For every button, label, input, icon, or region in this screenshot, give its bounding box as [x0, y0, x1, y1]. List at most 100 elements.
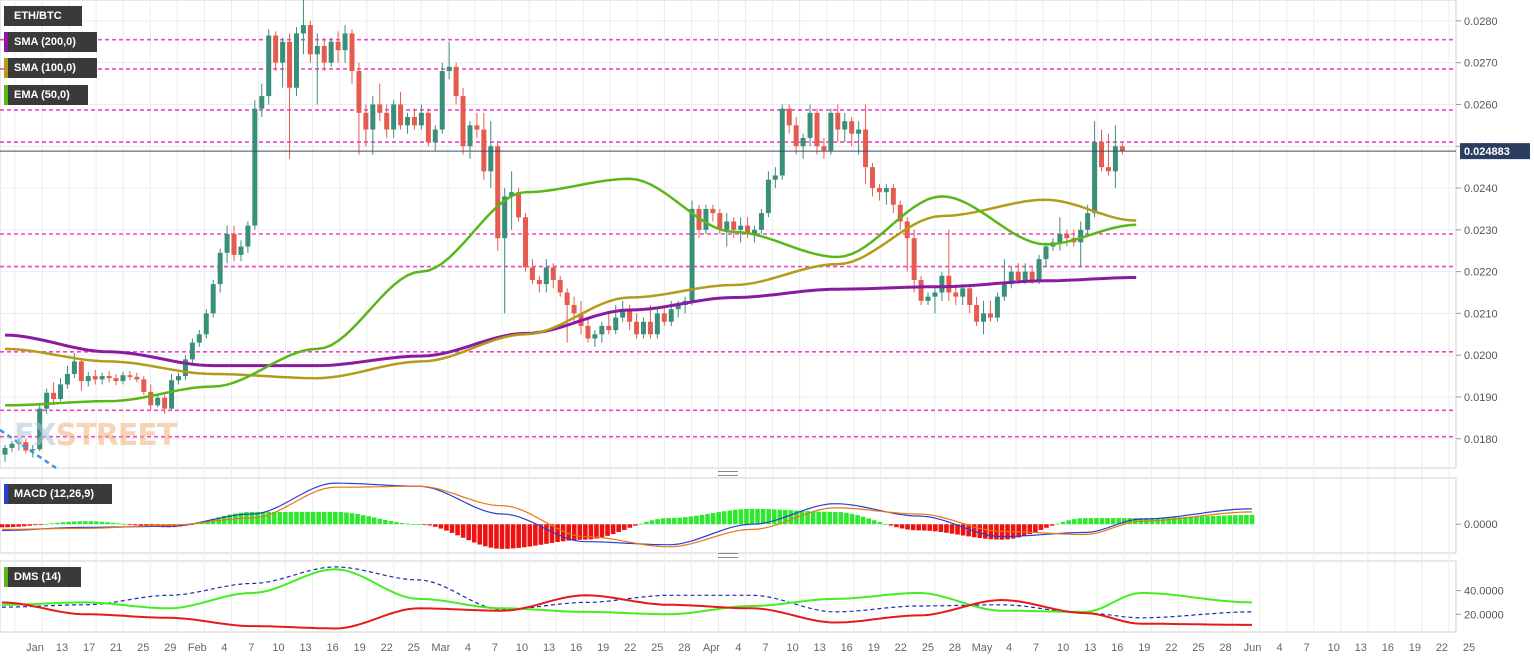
x-tick-label: 7 [1304, 642, 1310, 654]
x-tick-label: 19 [1138, 642, 1150, 654]
macd-histogram-bar [455, 524, 460, 536]
y-tick-label: 0.0180 [1464, 434, 1498, 446]
candle-body [647, 321, 653, 335]
x-tick-label: 19 [1409, 642, 1421, 654]
macd-histogram-bar [883, 523, 888, 525]
macd-histogram-bar [360, 515, 366, 525]
candle-body [30, 449, 36, 451]
macd-histogram-bar [966, 524, 971, 537]
pane-resize-handle-1[interactable] [718, 471, 738, 476]
candle-body [2, 447, 8, 455]
candle-body [488, 146, 494, 172]
macd-histogram-bar [316, 511, 321, 525]
macd-histogram-bar [544, 524, 549, 544]
macd-histogram-bar [399, 522, 405, 525]
macd-histogram-bar [866, 518, 871, 525]
x-tick-label: 10 [1328, 642, 1340, 654]
macd-histogram-bar [1110, 518, 1116, 525]
candle-body [592, 334, 598, 339]
macd-histogram-bar [1194, 516, 1199, 525]
macd-histogram-bar [605, 524, 610, 536]
macd-histogram-bar [305, 511, 310, 525]
candle-body [425, 112, 431, 143]
macd-histogram-bar [838, 512, 844, 525]
legend-sma100-label: SMA (100,0) [14, 62, 76, 74]
macd-histogram-bar [610, 524, 616, 535]
plus-di-line [2, 568, 1253, 616]
macd-histogram-bar [477, 524, 483, 545]
candle-body [779, 108, 785, 176]
macd-histogram-bar [505, 524, 510, 549]
macd-histogram-bar [944, 524, 949, 533]
macd-histogram-bar [805, 511, 810, 525]
legend-pair[interactable]: ETH/BTC [4, 6, 82, 26]
x-tick-label: 25 [922, 642, 934, 654]
macd-histogram-bar [649, 520, 655, 525]
legend-dms[interactable]: DMS (14) [4, 567, 81, 587]
legend-sma100[interactable]: SMA (100,0) [4, 58, 97, 78]
macd-histogram-bar [1238, 515, 1244, 525]
x-tick-label: 7 [248, 642, 254, 654]
candle-body [856, 129, 862, 134]
macd-histogram-bar [449, 524, 455, 533]
minus-di-line [1, 594, 1252, 630]
candle-body [981, 313, 987, 322]
candle-body [293, 33, 299, 88]
candle-body [92, 376, 98, 380]
macd-histogram-bar [894, 524, 899, 528]
candle-body [44, 392, 50, 409]
x-tick-label: 7 [492, 642, 498, 654]
x-tick-label: May [972, 642, 993, 654]
macd-histogram-bar [899, 524, 905, 529]
macd-histogram-bar [716, 512, 721, 525]
macd-histogram-bar [55, 522, 60, 525]
macd-histogram-bar [1227, 515, 1233, 525]
macd-histogram-bar [844, 512, 849, 525]
macd-histogram-bar [1044, 524, 1049, 528]
macd-histogram-bar [677, 517, 683, 525]
macd-histogram-bar [444, 524, 449, 531]
candle-body [536, 279, 542, 285]
candle-body [141, 379, 147, 392]
candle-body [481, 129, 487, 172]
candle-body [1119, 146, 1125, 152]
candle-body [300, 25, 306, 34]
macd-histogram-bar [633, 524, 638, 526]
legend-sma200[interactable]: SMA (200,0) [4, 32, 97, 52]
x-tick-label: Apr [703, 642, 720, 654]
candle-body [453, 66, 459, 97]
macd-histogram-bar [827, 511, 833, 525]
macd-histogram-bar [1071, 519, 1077, 525]
dms-y-tick-label: 40.0000 [1464, 586, 1504, 598]
macd-histogram-bar [1183, 516, 1188, 525]
y-tick-label: 0.0210 [1464, 308, 1498, 320]
x-tick-label: 21 [110, 642, 122, 654]
candle-body [786, 108, 792, 126]
candle-body [1036, 259, 1042, 280]
macd-histogram-bar [571, 524, 577, 541]
legend-macd[interactable]: MACD (12,26,9) [4, 484, 112, 504]
candle-body [9, 443, 15, 448]
legend-ema50[interactable]: EMA (50,0) [4, 85, 88, 105]
candle-body [252, 108, 258, 226]
macd-histogram-bar [533, 524, 538, 546]
macd-histogram-bar [488, 524, 494, 548]
macd-histogram-bar [1066, 520, 1071, 525]
candle-body [210, 284, 216, 314]
macd-histogram-bar [1049, 524, 1055, 526]
pane-resize-handle-2[interactable] [718, 553, 738, 558]
candle-body [1078, 229, 1084, 243]
macd-histogram-bar [1127, 518, 1133, 525]
macd-histogram-bar [1094, 518, 1099, 525]
candle-body [266, 35, 272, 97]
candle-body [1064, 234, 1070, 239]
macd-histogram-bar [421, 524, 427, 526]
candle-body [384, 112, 390, 130]
macd-histogram-bar [327, 511, 333, 525]
macd-histogram-bar [877, 522, 883, 525]
candle-body [724, 221, 730, 230]
macd-histogram-bar [266, 511, 271, 525]
macd-histogram-bar [271, 511, 277, 525]
macd-histogram-bar [1199, 516, 1205, 525]
candle-body [620, 309, 626, 318]
